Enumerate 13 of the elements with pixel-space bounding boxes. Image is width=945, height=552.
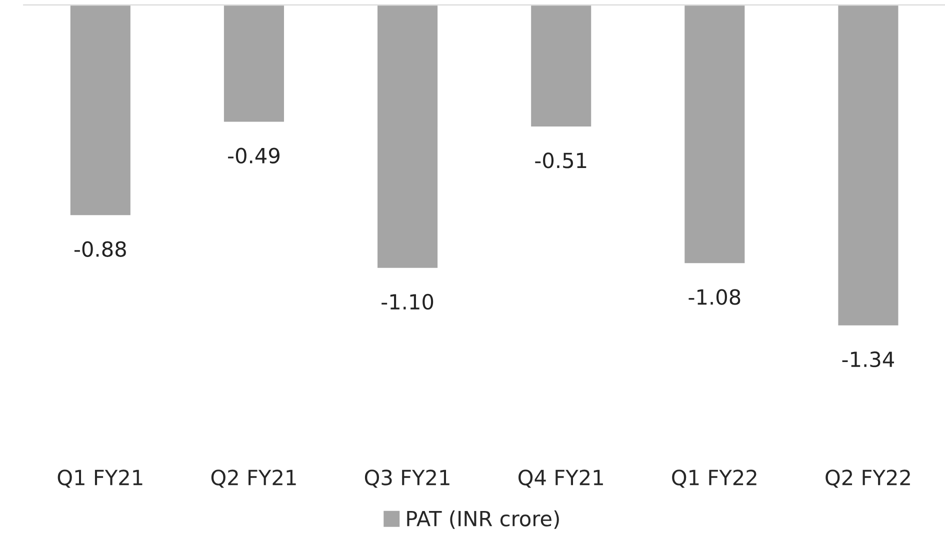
data-label: -0.51 xyxy=(535,152,586,168)
data-label: -0.88 xyxy=(74,241,126,257)
x-tick-label: Q3 FY21 xyxy=(364,470,450,488)
data-label: -1.34 xyxy=(842,351,894,368)
x-tick-label: Q1 FY21 xyxy=(58,470,142,488)
legend-label: PAT (INR crore) xyxy=(407,510,559,529)
data-label: -0.49 xyxy=(228,148,280,164)
x-tick-label: Q1 FY22 xyxy=(672,470,756,488)
x-tick-label: Q2 FY21 xyxy=(211,470,296,488)
x-tick-label: Q4 FY21 xyxy=(518,470,603,488)
x-tick-label: Q2 FY22 xyxy=(826,470,910,488)
data-label: -1.10 xyxy=(382,294,434,310)
data-label: -1.08 xyxy=(688,289,740,305)
